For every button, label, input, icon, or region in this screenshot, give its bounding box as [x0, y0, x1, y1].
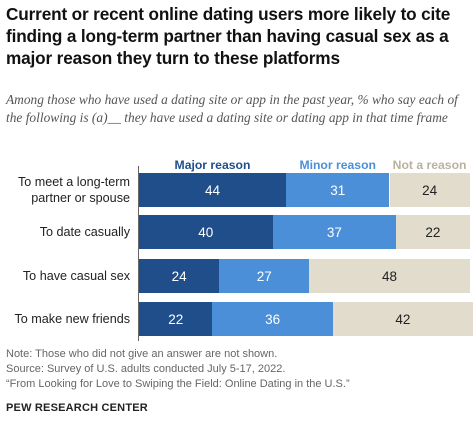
- bar-segment-major-reason: 40: [139, 215, 273, 249]
- chart-subtitle: Among those who have used a dating site …: [6, 92, 458, 125]
- bar-value-label: 22: [168, 311, 184, 327]
- note-text: Note: Those who did not give an answer a…: [6, 348, 278, 360]
- bar-segment-not-a-reason: 24: [389, 173, 470, 207]
- bar-value-label: 22: [425, 224, 441, 240]
- bar-value-label: 24: [171, 268, 187, 284]
- source-text: Source: Survey of U.S. adults conducted …: [6, 363, 286, 375]
- bar-value-label: 24: [422, 182, 438, 198]
- report-title: “From Looking for Love to Swiping the Fi…: [6, 378, 350, 390]
- bar-value-label: 27: [256, 268, 272, 284]
- bar-value-label: 37: [326, 224, 342, 240]
- bar-value-label: 42: [395, 311, 411, 327]
- organization-name: PEW RESEARCH CENTER: [6, 402, 148, 414]
- category-label: To date casually: [39, 225, 130, 239]
- bar-segment-minor-reason: 37: [272, 215, 397, 249]
- bar-value-label: 44: [204, 182, 220, 198]
- bar-value-label: 31: [330, 182, 346, 198]
- chart-axis-line: [138, 166, 139, 341]
- bar-segment-major-reason: 24: [139, 259, 220, 293]
- category-label: To make new friends: [14, 312, 131, 326]
- footnotes: Note: Those who did not give an answer a…: [6, 347, 472, 392]
- category-label: To meet a long-term partner or spouse: [18, 175, 130, 205]
- bar-segment-not-a-reason: 22: [396, 215, 470, 249]
- bar-segment-minor-reason: 36: [212, 302, 333, 336]
- bar-value-label: 40: [198, 224, 214, 240]
- bar-segment-major-reason: 44: [139, 173, 286, 207]
- bar-segment-major-reason: 22: [139, 302, 213, 336]
- bar-value-label: 48: [381, 268, 397, 284]
- bar-segment-not-a-reason: 42: [332, 302, 473, 336]
- category-label: To have casual sex: [22, 269, 130, 283]
- bar-segment-minor-reason: 31: [285, 173, 390, 207]
- bar-segment-not-a-reason: 48: [309, 259, 470, 293]
- legend-minor-reason: Minor reason: [299, 158, 376, 172]
- bar-value-label: 36: [265, 311, 281, 327]
- chart-title: Current or recent online dating users mo…: [6, 4, 451, 68]
- bar-segment-minor-reason: 27: [219, 259, 310, 293]
- legend-major-reason: Major reason: [174, 158, 251, 172]
- legend-not-a-reason: Not a reason: [392, 158, 467, 172]
